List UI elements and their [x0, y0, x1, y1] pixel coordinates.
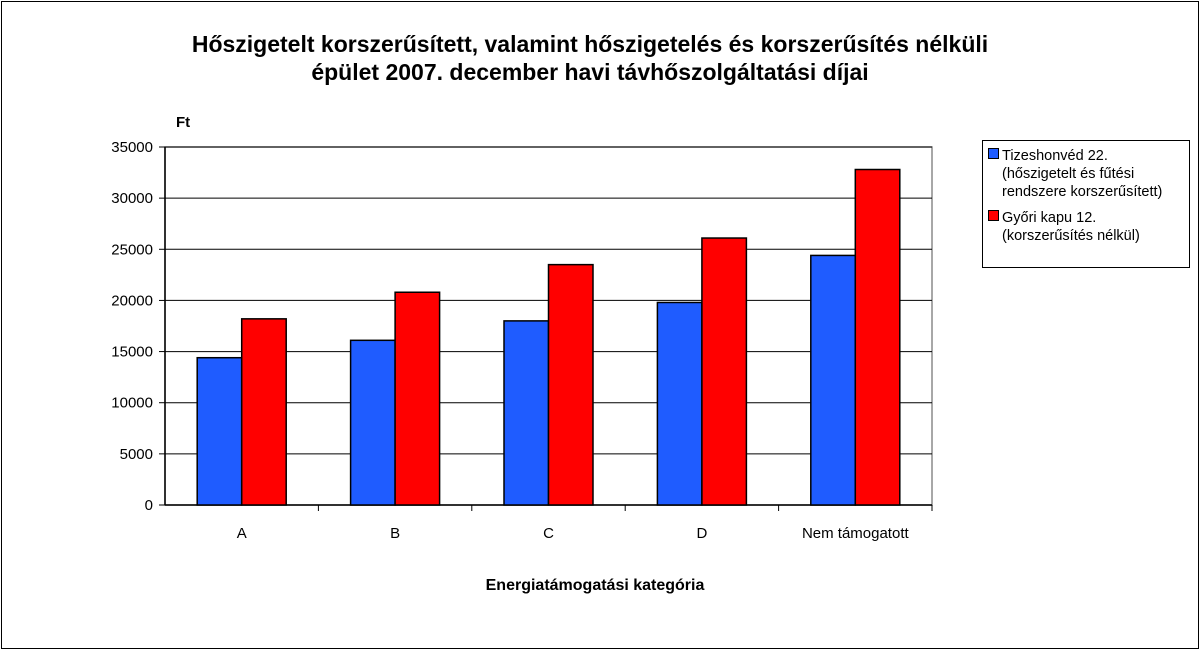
y-tick-label: 35000: [111, 139, 153, 156]
legend-text: Győri kapu 12.: [1002, 210, 1097, 226]
y-axis-label: Ft: [176, 114, 191, 131]
x-axis-label: Energiatámogatási kategória: [485, 577, 705, 594]
legend-text: Tizeshonvéd 22.: [1002, 148, 1108, 164]
y-tick-label: 10000: [111, 395, 153, 412]
legend-item-series-1: Tizeshonvéd 22. (hőszigetelt és fűtési r…: [988, 147, 1162, 201]
title-line-1: Hőszigetelt korszerűsített, valamint hős…: [191, 31, 989, 57]
title-line-2: épület 2007. december havi távhőszolgált…: [311, 59, 869, 85]
bar-red-c: [547, 263, 594, 506]
legend-swatch-blue: [988, 148, 999, 159]
x-tick-label: A: [237, 525, 247, 542]
y-tick-label: 25000: [111, 241, 153, 258]
x-tick-label: B: [390, 525, 400, 542]
bar-blue-a: [196, 356, 243, 506]
bar-red-b: [394, 291, 441, 506]
bar-red-nem-támogatott: [854, 168, 901, 506]
legend-item-series-2: Győri kapu 12. (korszerűsítés nélkül): [988, 209, 1140, 245]
bar-blue-nem-támogatott: [810, 254, 857, 506]
legend-text: (hőszigetelt és fűtési: [1002, 166, 1135, 182]
y-tick-label: 20000: [111, 292, 153, 309]
legend: Tizeshonvéd 22. (hőszigetelt és fűtési r…: [982, 140, 1190, 268]
y-tick-label: 5000: [120, 446, 153, 463]
legend-swatch-red: [988, 210, 999, 221]
legend-text: rendszere korszerűsített): [1002, 184, 1163, 200]
x-tick-label: D: [696, 525, 707, 542]
bar-blue-d: [656, 301, 703, 506]
y-tick-label: 15000: [111, 344, 153, 361]
bar-blue-c: [503, 320, 550, 506]
bar-red-d: [701, 237, 748, 506]
bar-blue-b: [349, 339, 396, 506]
x-tick-label: C: [543, 525, 554, 542]
y-tick-label: 30000: [111, 190, 153, 207]
legend-text: (korszerűsítés nélkül): [1002, 228, 1140, 244]
y-tick-label: 0: [145, 497, 153, 514]
chart-title: Hőszigetelt korszerűsített, valamint hős…: [80, 30, 1100, 86]
bar-red-a: [240, 318, 287, 506]
x-tick-label: Nem támogatott: [802, 525, 910, 542]
